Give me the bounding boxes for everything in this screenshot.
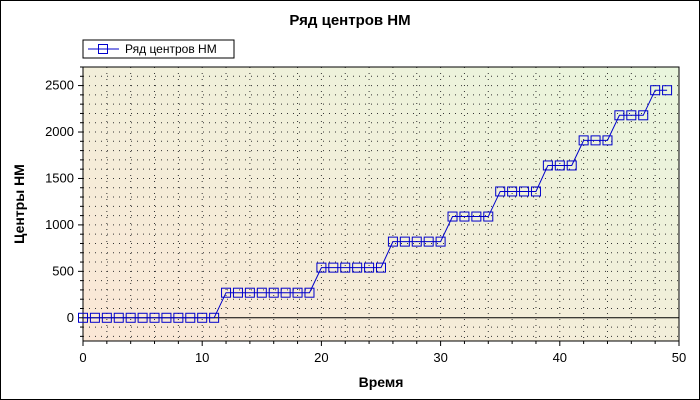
data-point xyxy=(459,211,470,222)
grid-dots xyxy=(83,67,679,341)
data-point xyxy=(399,236,410,247)
data-point xyxy=(173,312,184,323)
series-layer xyxy=(78,85,673,323)
data-point xyxy=(209,312,220,323)
data-point xyxy=(447,211,458,222)
data-point xyxy=(662,85,673,96)
data-point xyxy=(602,135,613,146)
data-point xyxy=(471,211,482,222)
data-point xyxy=(304,287,315,298)
data-point xyxy=(507,186,518,197)
data-point xyxy=(578,135,589,146)
data-point xyxy=(232,287,243,298)
chart-title: Ряд центров НМ xyxy=(289,12,410,29)
data-point xyxy=(387,236,398,247)
x-axis-label: Время xyxy=(359,374,404,390)
data-point xyxy=(137,312,148,323)
y-tick-label: 1500 xyxy=(45,170,74,185)
y-tick-label: 1000 xyxy=(45,217,74,232)
legend-label: Ряд центров НМ xyxy=(125,42,217,56)
data-point xyxy=(78,312,88,323)
data-point xyxy=(280,287,291,298)
data-point xyxy=(221,287,232,298)
data-point xyxy=(340,262,351,273)
plot-area xyxy=(83,67,679,341)
legend-marker xyxy=(98,44,108,54)
data-point xyxy=(101,312,112,323)
series-line xyxy=(83,89,668,319)
data-point xyxy=(542,160,553,171)
data-point xyxy=(566,160,577,171)
x-tick-label: 30 xyxy=(433,350,447,365)
data-point xyxy=(483,211,494,222)
data-point xyxy=(614,110,625,121)
data-point xyxy=(376,262,386,273)
y-tick-label: 2500 xyxy=(45,78,74,93)
data-point xyxy=(328,262,339,273)
data-point xyxy=(364,262,375,273)
y-axis-ticks: 0 500 1000 1500 2000 2500 xyxy=(45,66,83,337)
x-tick-label: 0 xyxy=(79,350,86,365)
y-axis-label: Центры НМ xyxy=(11,164,27,244)
data-point xyxy=(197,312,208,323)
data-point xyxy=(316,262,327,273)
y-tick-label: 2000 xyxy=(45,124,74,139)
plot-border xyxy=(82,66,680,342)
data-point xyxy=(161,312,172,323)
data-point xyxy=(495,186,506,197)
y-tick-label: 500 xyxy=(52,263,74,278)
data-point xyxy=(113,312,124,323)
data-point xyxy=(435,236,446,247)
data-point xyxy=(423,236,434,247)
data-point xyxy=(590,135,601,146)
legend: Ряд центров НМ xyxy=(82,39,235,59)
x-axis-ticks: 0 10 20 30 40 50 xyxy=(79,341,686,365)
data-point xyxy=(626,110,637,121)
x-tick-label: 10 xyxy=(195,350,209,365)
data-point xyxy=(530,186,541,197)
legend-box xyxy=(82,39,235,59)
data-point xyxy=(519,186,530,197)
data-point xyxy=(149,312,160,323)
data-point xyxy=(352,262,363,273)
data-point xyxy=(244,287,255,298)
data-point xyxy=(411,236,422,247)
data-point xyxy=(554,160,565,171)
x-tick-label: 20 xyxy=(314,350,328,365)
data-point xyxy=(650,85,661,96)
data-point xyxy=(638,110,649,121)
data-point xyxy=(89,312,100,323)
data-point xyxy=(125,312,136,323)
data-point xyxy=(256,287,267,298)
data-point xyxy=(292,287,303,298)
x-tick-label: 50 xyxy=(672,350,686,365)
data-point xyxy=(268,287,279,298)
x-tick-label: 40 xyxy=(553,350,567,365)
data-point xyxy=(185,312,196,323)
y-tick-label: 0 xyxy=(67,310,74,325)
